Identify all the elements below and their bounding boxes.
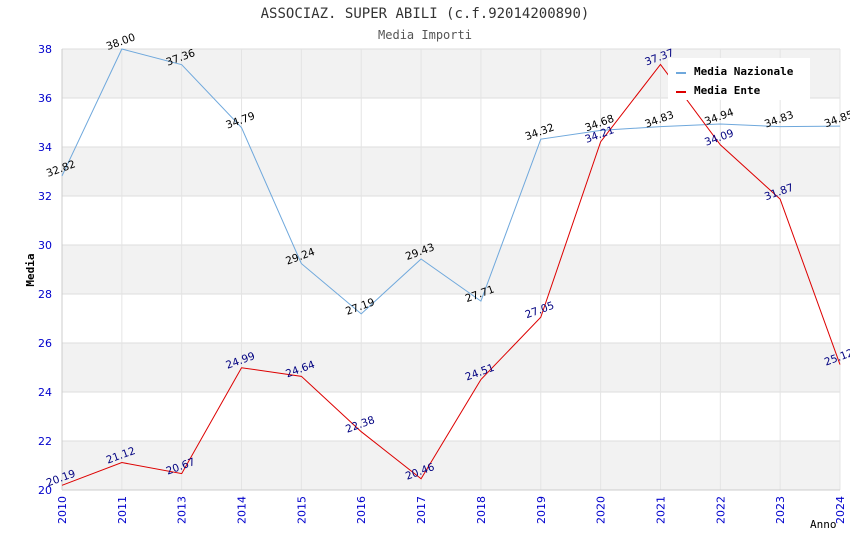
legend: Media Nazionale Media Ente [668,58,810,100]
x-tick-label-2019: 2019 [535,496,548,524]
x-tick-label-2011: 2011 [116,496,129,524]
series-line-0 [61,48,841,315]
data-label-s0-2014: 34.79 [224,110,256,132]
legend-label-nazionale: Media Nazionale [694,65,794,78]
x-tick-label-2018: 2018 [475,496,488,524]
y-tick-label-24: 24 [38,386,52,399]
y-tick-labels: 20 22 24 26 28 30 32 34 36 38 [38,43,52,497]
y-tick-label-32: 32 [38,190,52,203]
legend-label-ente: Media Ente [694,84,761,97]
x-tick-label-2017: 2017 [415,496,428,524]
x-tick-label-2015: 2015 [295,496,308,524]
data-label-s0-2021: 34.83 [643,109,675,131]
legend-background [668,58,810,100]
y-tick-label-30: 30 [38,239,52,252]
x-axis-label: Anno [810,518,837,531]
x-tick-label-2014: 2014 [236,496,249,524]
x-tick-label-2016: 2016 [355,496,368,524]
y-tick-label-38: 38 [38,43,52,56]
data-label-s1-2016: 22.38 [344,414,376,436]
background-bands [62,49,840,490]
data-label-s0-2024: 34.85 [823,109,850,131]
x-tick-label-2013: 2013 [176,496,189,524]
y-tick-label-28: 28 [38,288,52,301]
y-tick-label-22: 22 [38,435,52,448]
y-tick-label-20: 20 [38,484,52,497]
y-tick-label-34: 34 [38,141,52,154]
x-tick-label-2022: 2022 [714,496,727,524]
x-tick-label-2020: 2020 [595,496,608,524]
data-label-s0-2019: 34.32 [524,122,556,144]
y-tick-label-26: 26 [38,337,52,350]
data-label-s0-2016: 27.19 [344,296,376,318]
data-label-s1-2022: 34.09 [703,127,735,149]
x-tick-labels: 2010 2011 2013 2014 2015 2016 2017 2018 2019 2020… [56,496,847,524]
series-line-1 [61,63,841,486]
x-tick-label-2024: 2024 [834,496,847,524]
chart-subtitle: Media Importi [378,28,472,42]
x-tick-label-2010: 2010 [56,496,69,524]
series-lines [61,48,841,486]
band-0 [62,441,840,490]
band-6 [62,147,840,196]
x-tick-label-2021: 2021 [654,496,667,524]
data-label-s0-2023: 34.83 [763,109,795,131]
y-tick-label-36: 36 [38,92,52,105]
gridlines [61,48,841,491]
y-axis-label: Media [24,253,37,286]
band-4 [62,245,840,294]
x-tick-label-2023: 2023 [774,496,787,524]
band-2 [62,343,840,392]
chart-title: ASSOCIAZ. SUPER ABILI (c.f.92014200890) [261,6,590,22]
